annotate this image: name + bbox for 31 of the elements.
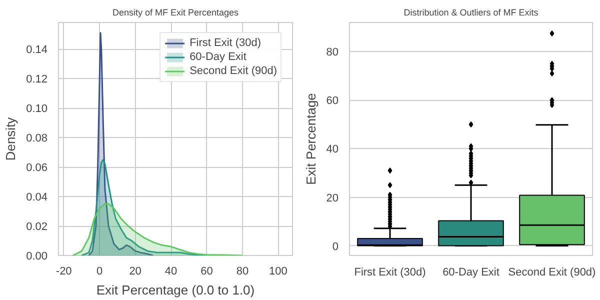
y-tick-label: 0.00 [26, 250, 48, 262]
x-tick-label: Second Exit (90d) [508, 266, 596, 278]
x-tick-label: 0 [96, 266, 103, 278]
y-tick-label: 80 [326, 46, 339, 59]
chart-title: Distribution & Outliers of MF Exits [404, 8, 539, 18]
x-tick-label: 60-Day Exit [442, 266, 500, 278]
y-tick-label: 20 [326, 192, 339, 204]
y-tick-label: 60 [326, 95, 339, 108]
y-tick-label: 40 [326, 144, 339, 156]
y-tick-label: 0.02 [26, 221, 48, 234]
y-tick-label: 0.08 [26, 132, 48, 145]
legend-label: First Exit (30d) [190, 37, 262, 49]
y-tick-label: 0.14 [26, 44, 48, 56]
y-tick-label: 0.10 [26, 103, 48, 116]
chart-title: Density of MF Exit Percentages [112, 8, 240, 18]
y-axis-title: Density [3, 116, 18, 161]
x-axis-title: Exit Percentage (0.0 to 1.0) [96, 282, 255, 298]
x-tick-label: First Exit (30d) [354, 266, 426, 278]
legend-label: Second Exit (90d) [190, 65, 277, 77]
x-tick-label: 100 [269, 266, 288, 278]
x-tick-label: -20 [56, 266, 72, 278]
y-tick-label: 0 [332, 240, 339, 253]
y-tick-label: 0.04 [26, 192, 48, 204]
x-tick-label: 60 [200, 266, 213, 278]
x-tick-label: 80 [236, 266, 249, 278]
y-tick-label: 0.12 [26, 74, 48, 86]
y-axis-title: Exit Percentage [303, 93, 318, 185]
legend-label: 60-Day Exit [190, 51, 246, 63]
y-tick-label: 0.06 [26, 162, 48, 174]
x-tick-label: 20 [129, 266, 142, 278]
x-tick-label: 40 [164, 266, 178, 278]
